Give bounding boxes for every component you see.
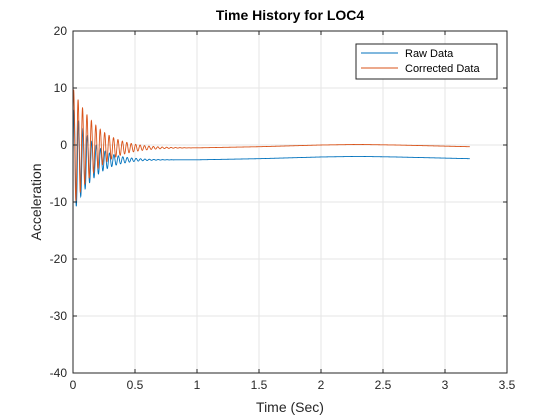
x-tick-label: 1.5 bbox=[251, 378, 268, 392]
legend-label-raw-data: Raw Data bbox=[405, 48, 454, 60]
legend-label-corrected-data: Corrected Data bbox=[405, 63, 480, 75]
chart-title: Time History for LOC4 bbox=[216, 7, 365, 23]
y-tick-label: -20 bbox=[50, 252, 68, 266]
x-tick-label: 3.5 bbox=[499, 378, 516, 392]
series-line-raw-data bbox=[73, 109, 470, 356]
y-tick-label: -10 bbox=[50, 195, 68, 209]
x-tick-label: 2.5 bbox=[375, 378, 392, 392]
y-tick-label: -40 bbox=[50, 366, 68, 380]
x-tick-label: 1 bbox=[194, 378, 201, 392]
y-tick-label: 0 bbox=[60, 138, 67, 152]
series-line-corrected-data bbox=[73, 89, 470, 334]
x-tick-label: 0 bbox=[70, 378, 77, 392]
ticks: 0 0.5 1 1.5 2 2.5 3 3.5 -40 -30 -20 -10 0 10 20 bbox=[50, 24, 516, 392]
y-tick-label: 10 bbox=[54, 81, 68, 95]
x-tick-label: 3 bbox=[442, 378, 449, 392]
y-tick-label: 20 bbox=[54, 24, 68, 38]
plot-area bbox=[73, 89, 470, 356]
x-axis-label: Time (Sec) bbox=[256, 399, 324, 415]
x-tick-label: 2 bbox=[318, 378, 325, 392]
x-tick-label: 0.5 bbox=[127, 378, 144, 392]
legend: Raw Data Corrected Data bbox=[355, 43, 498, 80]
y-tick-label: -30 bbox=[50, 309, 68, 323]
legend-box bbox=[355, 43, 498, 80]
y-axis-label: Acceleration bbox=[28, 163, 44, 240]
